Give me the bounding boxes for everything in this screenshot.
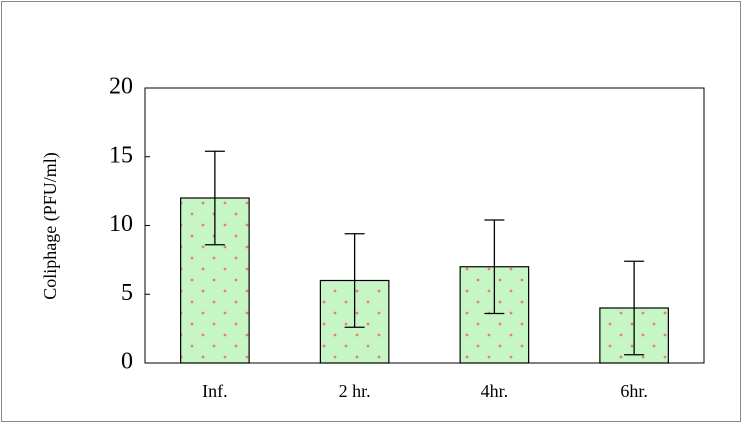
chart: Coliphage (PFU/ml) 0 5 10 15 20 Inf. 2 hr. 4hr.…: [0, 0, 742, 423]
y-tick-label: 5: [121, 280, 133, 306]
x-tick-label: 4hr.: [481, 381, 509, 401]
x-tick-label: 2 hr.: [339, 381, 371, 401]
page: {"chart_data": {"type": "bar", "y_label"…: [0, 0, 742, 423]
y-tick-label: 15: [109, 142, 133, 168]
y-tick-label: 0: [121, 349, 133, 375]
x-tick-label: Inf.: [202, 381, 228, 401]
y-axis-label: Coliphage (PFU/ml): [40, 152, 61, 300]
y-tick-label: 10: [109, 211, 133, 237]
y-tick-label: 20: [109, 74, 133, 100]
x-tick-label: 6hr.: [620, 381, 648, 401]
